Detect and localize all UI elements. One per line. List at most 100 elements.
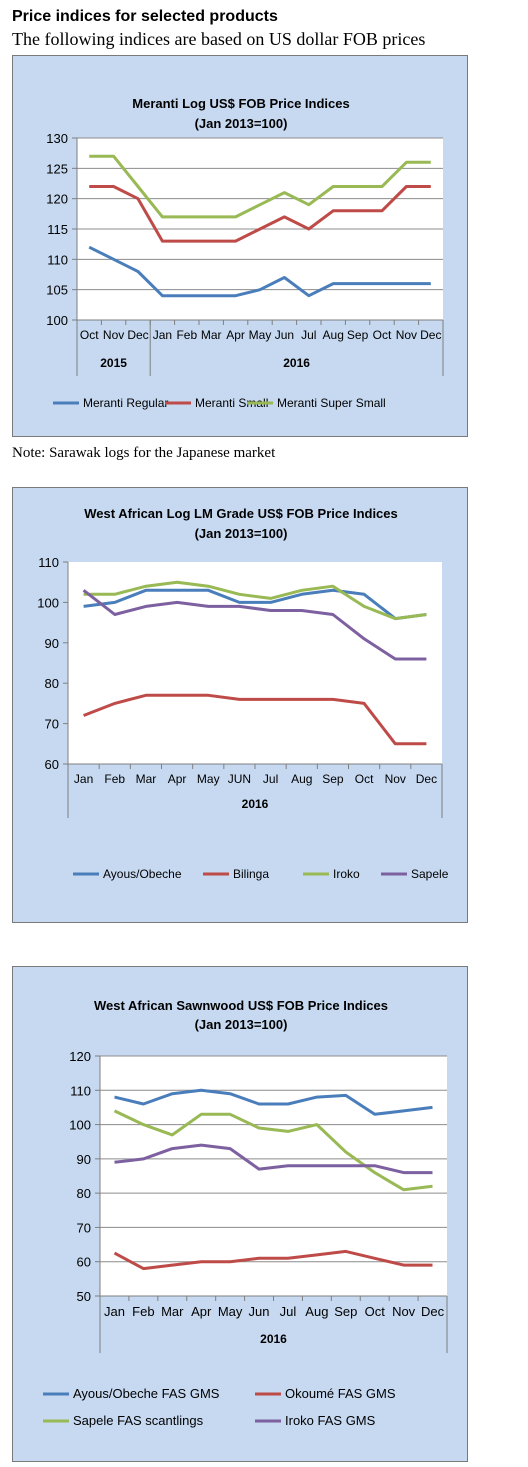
x-tick-label: Aug (323, 328, 344, 342)
x-tick-label: JUN (228, 772, 251, 786)
legend-label: Sapele (411, 867, 449, 881)
series-line (113, 1249, 433, 1271)
west-african-sawnwood-chart: West African Sawnwood US$ FOB Price Indi… (43, 998, 448, 1428)
legend-label: Meranti Regular (83, 396, 168, 410)
series-line (89, 185, 431, 243)
y-tick-label: 80 (45, 676, 59, 691)
y-tick-label: 70 (45, 717, 59, 732)
x-tick-label: Feb (176, 328, 197, 342)
y-tick-label: 80 (77, 1186, 91, 1201)
x-tick-label: Apr (191, 1304, 212, 1319)
west-african-log-chart: West African Log LM Grade US$ FOB Price … (37, 506, 449, 881)
x-tick-label: Nov (396, 328, 417, 342)
legend-label: Meranti Small (195, 396, 268, 410)
legend-label: Iroko (333, 867, 360, 881)
x-tick-label: Sep (334, 1304, 357, 1319)
year-group-label: 2015 (100, 356, 127, 370)
y-tick-label: 110 (70, 1083, 91, 1098)
x-tick-label: Aug (291, 772, 312, 786)
y-tick-label: 120 (46, 192, 68, 207)
west-african-log-chart-panel: West African Log LM Grade US$ FOB Price … (12, 487, 468, 923)
x-tick-label: May (249, 328, 272, 342)
x-tick-label: Jun (275, 328, 294, 342)
x-tick-label: Dec (420, 328, 441, 342)
x-tick-label: Feb (104, 772, 125, 786)
legend-label: Sapele FAS scantlings (73, 1413, 204, 1428)
y-tick-label: 70 (77, 1220, 91, 1235)
chart-note: Note: Sarawak logs for the Japanese mark… (12, 445, 276, 461)
year-group-label: 2016 (283, 356, 310, 370)
x-tick-label: Jul (301, 328, 316, 342)
x-tick-label: Feb (132, 1304, 154, 1319)
meranti-chart: Meranti Log US$ FOB Price Indices (Jan 20… (46, 96, 444, 410)
series-line (83, 693, 427, 746)
year-group-label: 2016 (242, 797, 269, 811)
year-group-label: 2016 (260, 1332, 287, 1346)
chart-title: Meranti Log US$ FOB Price Indices (132, 96, 349, 111)
series-line (113, 1109, 433, 1192)
y-tick-label: 100 (69, 1118, 91, 1133)
x-tick-label: Mar (201, 328, 222, 342)
page-subheading: The following indices are based on US do… (12, 29, 426, 49)
x-tick-label: Dec (416, 772, 437, 786)
x-tick-label: Jul (263, 772, 278, 786)
y-tick-label: 90 (77, 1152, 91, 1167)
y-tick-label: 115 (47, 222, 68, 237)
x-tick-label: Dec (421, 1304, 445, 1319)
y-tick-label: 110 (38, 555, 59, 570)
y-tick-label: 100 (46, 313, 68, 328)
legend-label: Iroko FAS GMS (285, 1413, 376, 1428)
y-tick-label: 130 (46, 131, 68, 146)
x-tick-label: Oct (373, 328, 392, 342)
x-tick-label: Aug (305, 1304, 328, 1319)
x-tick-label: Sep (347, 328, 369, 342)
series-line (114, 1088, 433, 1116)
legend-label: Bilinga (233, 867, 269, 881)
x-tick-label: Dec (127, 328, 148, 342)
series-line (83, 580, 427, 621)
y-tick-label: 105 (46, 283, 68, 298)
series-line (82, 589, 427, 661)
west-african-sawnwood-chart-panel: West African Sawnwood US$ FOB Price Indi… (12, 966, 468, 1462)
x-tick-label: Jan (153, 328, 172, 342)
y-tick-label: 100 (37, 595, 59, 610)
y-tick-label: 90 (45, 636, 59, 651)
legend-label: Ayous/Obeche (103, 867, 182, 881)
x-tick-label: Mar (161, 1304, 184, 1319)
series-line (114, 1143, 433, 1175)
legend-label: Ayous/Obeche FAS GMS (73, 1386, 220, 1401)
y-tick-label: 110 (47, 252, 68, 267)
series-line (88, 245, 431, 298)
legend-label: Meranti Super Small (277, 396, 386, 410)
y-tick-label: 125 (46, 161, 68, 176)
series-line (89, 154, 431, 219)
plot-area (100, 1056, 447, 1296)
x-tick-label: May (218, 1304, 243, 1319)
series-line (83, 588, 427, 621)
chart-title: West African Sawnwood US$ FOB Price Indi… (94, 998, 388, 1013)
meranti-chart-panel: Meranti Log US$ FOB Price Indices (Jan 20… (12, 55, 468, 437)
x-tick-label: Oct (365, 1304, 386, 1319)
chart-subtitle: (Jan 2013=100) (195, 526, 288, 541)
x-tick-label: Nov (392, 1304, 416, 1319)
x-tick-label: Jan (104, 1304, 125, 1319)
x-tick-label: Jul (280, 1304, 297, 1319)
x-tick-label: Mar (136, 772, 157, 786)
y-tick-label: 60 (45, 757, 59, 772)
chart-subtitle: (Jan 2013=100) (195, 1017, 288, 1032)
x-tick-label: Jun (249, 1304, 270, 1319)
page-heading: Price indices for selected products (12, 8, 278, 25)
chart-subtitle: (Jan 2013=100) (195, 116, 288, 131)
x-tick-label: Oct (355, 772, 374, 786)
x-tick-label: Sep (322, 772, 344, 786)
y-tick-label: 50 (77, 1289, 91, 1304)
y-tick-label: 60 (77, 1255, 91, 1270)
x-tick-label: Jan (74, 772, 93, 786)
x-tick-label: Apr (226, 328, 245, 342)
x-tick-label: Apr (168, 772, 187, 786)
y-tick-label: 120 (69, 1049, 91, 1064)
chart-title: West African Log LM Grade US$ FOB Price … (84, 506, 398, 521)
x-tick-label: May (197, 772, 220, 786)
x-tick-label: Nov (103, 328, 124, 342)
x-tick-label: Oct (80, 328, 99, 342)
